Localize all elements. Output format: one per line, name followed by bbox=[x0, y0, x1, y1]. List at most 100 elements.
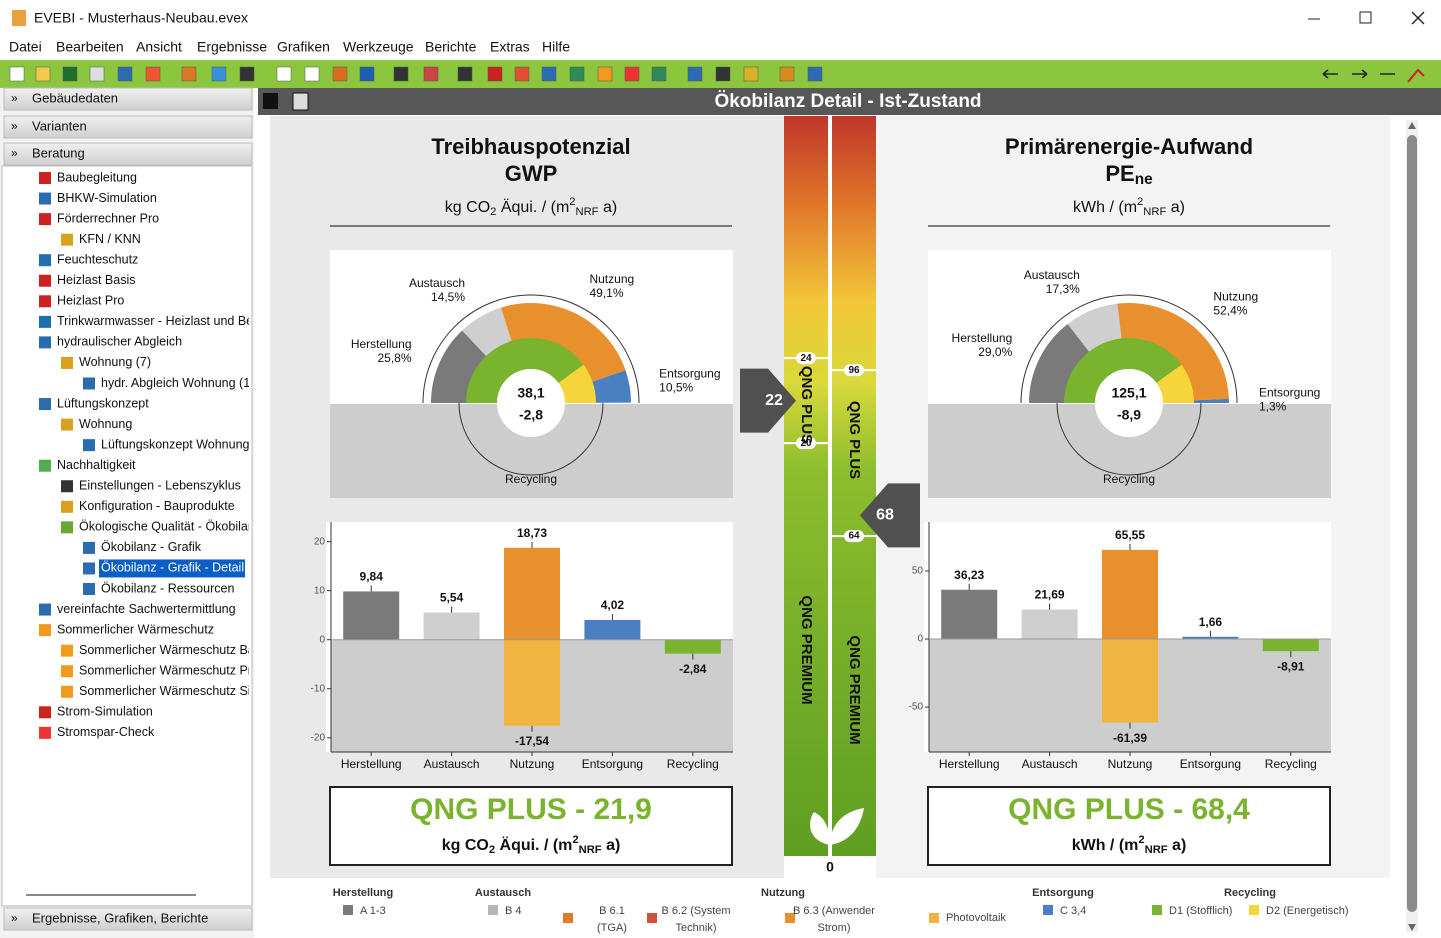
toolbar-button[interactable] bbox=[423, 66, 439, 82]
close-button[interactable] bbox=[1411, 11, 1425, 25]
scrollbar-thumb[interactable] bbox=[1407, 135, 1417, 912]
unit-part: kg CO bbox=[445, 199, 490, 216]
gauge-outline bbox=[422, 294, 640, 404]
menu-item[interactable]: Berichte bbox=[425, 39, 477, 55]
tree-item[interactable]: Baubegleitung bbox=[57, 170, 137, 184]
bar bbox=[1182, 636, 1239, 640]
menu-item[interactable]: Grafiken bbox=[277, 39, 330, 55]
tree-item[interactable]: Ökobilanz - Grafik - Detail bbox=[101, 561, 244, 575]
title-part: GWP bbox=[505, 161, 558, 186]
tree-item[interactable]: KFN / KNN bbox=[79, 232, 141, 246]
legend-label: D2 (Energetisch) bbox=[1266, 905, 1349, 917]
x-tick-label: Austausch bbox=[1022, 757, 1078, 771]
toolbar-button[interactable] bbox=[514, 66, 530, 82]
section-header[interactable] bbox=[3, 907, 253, 931]
section-header[interactable] bbox=[3, 115, 253, 139]
maximize-button[interactable] bbox=[1359, 11, 1372, 24]
toolbar-button[interactable] bbox=[9, 66, 25, 82]
toolbar-button[interactable] bbox=[651, 66, 667, 82]
panel-title: Treibhauspotenzial bbox=[431, 134, 630, 159]
tree-item[interactable]: Wohnung bbox=[79, 417, 132, 431]
toolbar-button[interactable] bbox=[569, 66, 585, 82]
tree-item[interactable]: Strom-Simulation bbox=[57, 705, 153, 719]
toolbar-button[interactable] bbox=[487, 66, 503, 82]
tree-item[interactable]: Heizlast Basis bbox=[57, 273, 136, 287]
recycling-label: Recycling bbox=[505, 472, 557, 486]
scale-tick-pill bbox=[844, 530, 864, 543]
menu-item[interactable]: Extras bbox=[490, 39, 530, 55]
toolbar-button[interactable] bbox=[359, 66, 375, 82]
toolbar-button[interactable] bbox=[779, 66, 795, 82]
panel-subtitle: GWP bbox=[505, 161, 558, 186]
tree-item[interactable]: Einstellungen - Lebenszyklus bbox=[79, 479, 241, 493]
nav-arrows[interactable] bbox=[1322, 69, 1395, 79]
toolbar-button[interactable] bbox=[117, 66, 133, 82]
tree-item[interactable]: Lüftungskonzept Wohnung bbox=[101, 437, 250, 451]
gauge-total: 38,1 bbox=[517, 385, 544, 401]
tree-icon bbox=[61, 233, 73, 246]
menu-item[interactable]: Werkzeuge bbox=[343, 39, 414, 55]
tree-icon bbox=[39, 603, 51, 616]
tree-item[interactable]: Ökologische Qualität - Ökobilan bbox=[79, 520, 255, 534]
toolbar-button[interactable] bbox=[304, 66, 320, 82]
tree-icon bbox=[39, 726, 51, 739]
menu-item[interactable]: Bearbeiten bbox=[56, 39, 124, 55]
clipboard-icon[interactable] bbox=[292, 92, 309, 111]
toolbar-icons bbox=[9, 66, 1425, 83]
chart-icon[interactable] bbox=[1407, 68, 1425, 83]
tree-item[interactable]: Nachhaltigkeit bbox=[57, 458, 136, 472]
toolbar-button[interactable] bbox=[715, 66, 731, 82]
toolbar-button[interactable] bbox=[35, 66, 51, 82]
toolbar-button[interactable] bbox=[687, 66, 703, 82]
tree-item[interactable]: Sommerlicher Wärmeschutz Bas bbox=[79, 643, 261, 657]
y-tick-label: -10 bbox=[311, 683, 326, 694]
toolbar-button[interactable] bbox=[181, 66, 197, 82]
toolbar-button[interactable] bbox=[807, 66, 823, 82]
menu-item[interactable]: Datei bbox=[9, 39, 42, 55]
tree-item[interactable]: Trinkwarmwasser - Heizlast und Be bbox=[57, 314, 253, 328]
menu-item[interactable]: Ansicht bbox=[136, 39, 182, 55]
tree-item[interactable]: Förderrechner Pro bbox=[57, 211, 159, 225]
tree-item[interactable]: Sommerlicher Wärmeschutz Pro bbox=[79, 663, 259, 677]
tree-item[interactable]: Ökobilanz - Grafik bbox=[101, 540, 202, 554]
toolbar-button[interactable] bbox=[89, 66, 105, 82]
toolbar-button[interactable] bbox=[393, 66, 409, 82]
legend-group-title: Austausch bbox=[475, 887, 532, 899]
tree-item[interactable]: vereinfachte Sachwertermittlung bbox=[57, 602, 236, 616]
toolbar-button[interactable] bbox=[62, 66, 78, 82]
section-header[interactable] bbox=[3, 142, 253, 166]
result-box bbox=[927, 786, 1331, 866]
toolbar-button[interactable] bbox=[211, 66, 227, 82]
tree-item[interactable]: Stromspar-Check bbox=[57, 725, 155, 739]
unit-part: a) bbox=[602, 837, 621, 854]
tree-item[interactable]: hydraulischer Abgleich bbox=[57, 335, 182, 349]
tree-item[interactable]: Heizlast Pro bbox=[57, 294, 124, 308]
tree-item[interactable]: Wohnung (7) bbox=[79, 355, 151, 369]
toolbar-button[interactable] bbox=[239, 66, 255, 82]
toolbar-button[interactable] bbox=[332, 66, 348, 82]
tree-item[interactable]: Sommerlicher Wärmeschutz bbox=[57, 622, 214, 636]
tree-item[interactable]: Ökobilanz - Ressourcen bbox=[101, 581, 234, 595]
toolbar-button[interactable] bbox=[541, 66, 557, 82]
bar-value-label: 5,54 bbox=[440, 591, 464, 605]
toolbar-button[interactable] bbox=[145, 66, 161, 82]
section-header[interactable] bbox=[3, 87, 253, 111]
toolbar-button[interactable] bbox=[743, 66, 759, 82]
tree-item[interactable]: BHKW-Simulation bbox=[57, 191, 157, 205]
bar-value-label: -2,84 bbox=[679, 662, 707, 676]
toolbar-button[interactable] bbox=[624, 66, 640, 82]
tree-item[interactable]: Lüftungskonzept bbox=[57, 396, 149, 410]
menu-item[interactable]: Ergebnisse bbox=[197, 39, 267, 55]
legend-label: B 6.3 (Anwender bbox=[793, 905, 875, 917]
toolbar-button[interactable] bbox=[276, 66, 292, 82]
tree-item[interactable]: Feuchteschutz bbox=[57, 252, 138, 266]
toolbar-button[interactable] bbox=[597, 66, 613, 82]
tree-selection[interactable] bbox=[99, 559, 245, 578]
legend-label: B 4 bbox=[505, 905, 522, 917]
tree-item[interactable]: Konfiguration - Bauprodukte bbox=[79, 499, 235, 513]
menu-item[interactable]: Hilfe bbox=[542, 39, 570, 55]
tree-item[interactable]: hydr. Abgleich Wohnung (1 bbox=[101, 376, 250, 390]
toolbar-button[interactable] bbox=[457, 66, 473, 82]
tree-item[interactable]: Sommerlicher Wärmeschutz Sim bbox=[79, 684, 261, 698]
save-icon[interactable] bbox=[263, 93, 278, 109]
